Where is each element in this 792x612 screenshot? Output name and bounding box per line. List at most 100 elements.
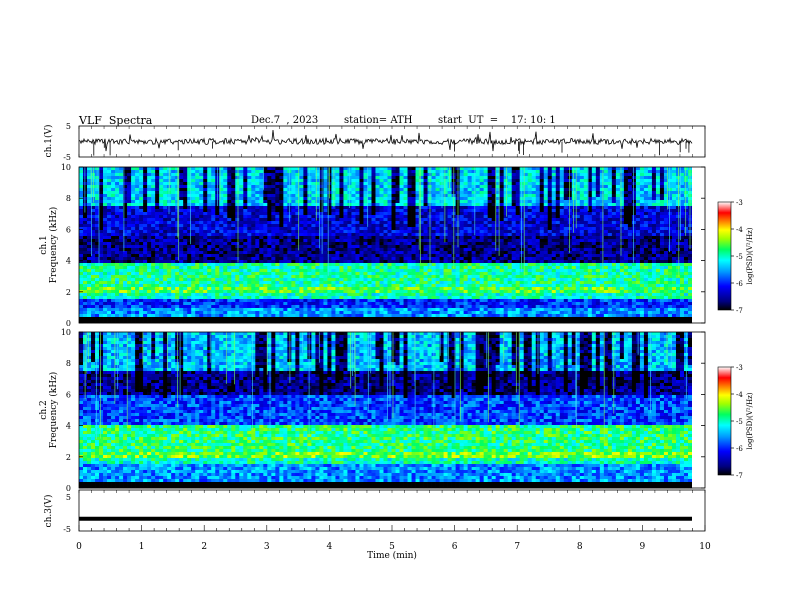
spectrogram-cell xyxy=(275,230,280,234)
spectrogram-cell xyxy=(143,230,148,234)
spectrogram-cell xyxy=(667,197,673,201)
spectrogram-cell xyxy=(623,257,629,261)
spectrogram-cell xyxy=(475,248,481,252)
spectrogram-cell xyxy=(583,260,589,264)
spectrogram-cell xyxy=(587,182,593,186)
spectrogram-cell xyxy=(663,182,669,186)
spectrogram-cell xyxy=(435,167,440,171)
spectrogram-cell xyxy=(263,251,268,255)
spectrogram-cell xyxy=(379,197,384,201)
spectrogram-cell xyxy=(163,242,168,246)
spectrogram-cell xyxy=(635,224,641,228)
spectrogram-cell xyxy=(423,230,428,234)
spectrogram-cell xyxy=(495,209,501,213)
spectrogram-cell xyxy=(327,236,332,240)
spectrogram-cell xyxy=(435,221,440,225)
spectrogram-cell xyxy=(459,230,464,234)
spectrogram-cell xyxy=(115,206,120,210)
spectrogram-cell xyxy=(139,170,144,174)
spectrogram-cell xyxy=(179,230,184,234)
spectrogram-cell xyxy=(135,200,140,204)
spectrogram-cell xyxy=(499,230,505,234)
spectrogram-cell xyxy=(631,218,637,222)
spectrogram-cell xyxy=(247,206,252,210)
spectrogram-cell xyxy=(479,236,485,240)
spectrogram-cell xyxy=(383,236,388,240)
spectrogram-cell xyxy=(651,248,657,252)
spectrogram-cell xyxy=(459,260,464,264)
spectrogram-cell xyxy=(403,191,408,195)
spectrogram-cell xyxy=(619,233,625,237)
spectrogram-cell xyxy=(299,212,304,216)
spectrogram-cell xyxy=(435,212,440,216)
spectrogram-cell xyxy=(123,245,128,249)
spectrogram-cell xyxy=(211,167,216,171)
spectrogram-cell xyxy=(475,188,481,192)
spectrogram-cell xyxy=(107,173,112,177)
spectrogram-cell xyxy=(359,230,364,234)
spectrogram-cell xyxy=(119,188,124,192)
spectrogram-cell xyxy=(543,209,549,213)
spectrogram-cell xyxy=(151,179,156,183)
spectrogram-cell xyxy=(487,245,493,249)
spectrogram-cell xyxy=(407,221,412,225)
spectrogram-cell xyxy=(167,227,172,231)
spectrogram-cell xyxy=(395,224,400,228)
spectrogram-cell xyxy=(459,188,464,192)
spectrogram-cell xyxy=(291,203,296,207)
spectrogram-cell xyxy=(339,185,344,189)
spectrogram-cell xyxy=(343,212,348,216)
spectrogram-cell xyxy=(175,188,180,192)
spectrogram-cell xyxy=(243,242,248,246)
spectrogram-cell xyxy=(287,260,292,264)
spectrogram-cell xyxy=(179,215,184,219)
spectrogram-cell xyxy=(551,230,557,234)
spectrogram-cell xyxy=(583,170,589,174)
spectrogram-cell xyxy=(563,224,569,228)
spectrogram-cell xyxy=(267,239,272,243)
spectrogram-cell xyxy=(555,173,561,177)
spectrogram-cell xyxy=(235,176,240,180)
spectrogram-cell xyxy=(95,212,100,216)
spectrogram-cell xyxy=(107,203,112,207)
spectrogram-cell xyxy=(547,239,553,243)
spectrogram-cell xyxy=(579,248,585,252)
spectrogram-cell xyxy=(639,194,645,198)
spectrogram-cell xyxy=(475,176,481,180)
spectrogram-cell xyxy=(343,206,348,210)
spectrogram-cell xyxy=(599,251,605,255)
spectrogram-cell xyxy=(535,245,541,249)
spectrogram-cell xyxy=(127,248,132,252)
spectrogram-cell xyxy=(395,185,400,189)
spectrogram-cell xyxy=(547,170,553,174)
spectrogram-cell xyxy=(151,197,156,201)
spectrogram-cell xyxy=(543,221,549,225)
spectrogram-cell xyxy=(583,254,589,258)
spectrogram-cell xyxy=(251,236,256,240)
spectrogram-cell xyxy=(271,242,276,246)
spectrogram-cell xyxy=(123,227,128,231)
spectrogram-cell xyxy=(227,176,232,180)
spectrogram-cell xyxy=(659,218,665,222)
spectrogram-cell xyxy=(411,248,416,252)
spectrogram-cell xyxy=(579,254,585,258)
spectrogram-cell xyxy=(119,218,124,222)
spectrogram-cell xyxy=(147,200,152,204)
spectrogram-cell xyxy=(443,203,448,207)
spectrogram-cell xyxy=(643,236,649,240)
spectrogram-cell xyxy=(555,257,561,261)
spectrogram-cell xyxy=(99,173,104,177)
spectrogram-cell xyxy=(87,260,92,264)
spectrogram-cell xyxy=(483,251,489,255)
spectrogram-cell xyxy=(107,215,112,219)
spectrogram-cell xyxy=(367,227,372,231)
spectrogram-cell xyxy=(255,203,260,207)
spectrogram-cell xyxy=(575,245,581,249)
spectrogram-cell xyxy=(555,200,561,204)
spectrogram-cell xyxy=(227,248,232,252)
spectrogram-cell xyxy=(443,218,448,222)
spectrogram-cell xyxy=(251,254,256,258)
spectrogram-cell xyxy=(91,221,96,225)
spectrogram-cell xyxy=(507,203,513,207)
spectrogram-cell xyxy=(171,203,176,207)
